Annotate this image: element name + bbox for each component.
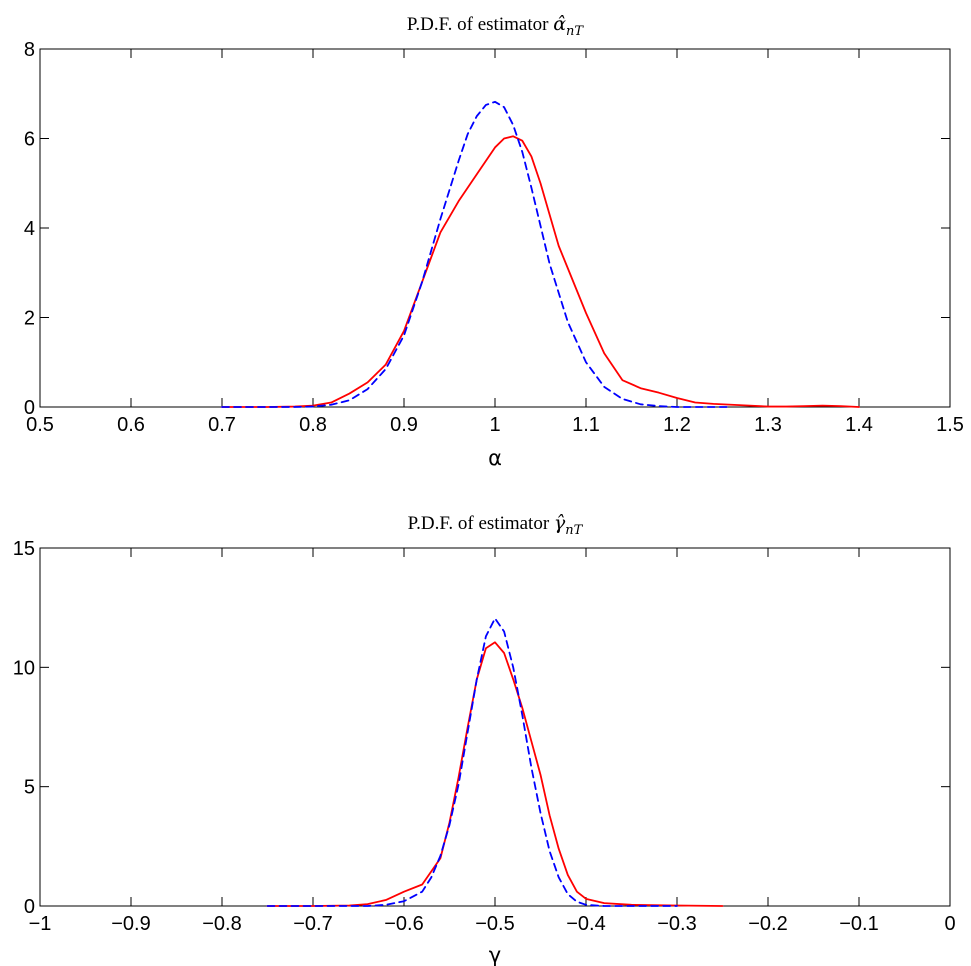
x-ticks: 0.5 0.6 0.7 0.8 0.9 1 1.1 1.2 1.3 1.4 1.5 [26, 49, 964, 436]
x-tick-label: 1.4 [845, 414, 873, 436]
chart-title: P.D.F. of estimator γ̂nT [408, 512, 584, 538]
x-tick-label: −1 [29, 913, 52, 935]
x-tick-label: −0.6 [384, 913, 423, 935]
x-tick-label: 0.5 [26, 414, 54, 436]
series-dashed-line [266, 617, 678, 907]
x-axis-label: γ [489, 943, 501, 966]
series-dashed-line [221, 100, 733, 408]
y-ticks: 0 2 4 6 8 [24, 39, 950, 419]
y-tick-label: 5 [24, 777, 35, 799]
x-tick-label: 0 [944, 913, 955, 935]
x-tick-label: 0.6 [117, 414, 145, 436]
series-solid-line [221, 135, 860, 408]
chart-alpha: P.D.F. of estimator α̂nT 0.5 0.6 0.7 0.8 0.9… [24, 13, 964, 470]
x-tick-label: −0.8 [202, 913, 241, 935]
y-tick-label: 4 [24, 218, 35, 240]
y-tick-label: 10 [13, 657, 35, 679]
x-tick-label: −0.4 [566, 913, 605, 935]
chart-gamma: P.D.F. of estimator γ̂nT −1 −0.9 −0.8 −0.7−… [13, 512, 956, 966]
x-tick-label: −0.5 [475, 913, 514, 935]
series-group [266, 617, 724, 907]
x-tick-label: −0.2 [748, 913, 787, 935]
x-tick-label: −0.9 [111, 913, 150, 935]
y-tick-label: 0 [24, 397, 35, 419]
x-tick-label: 1.5 [936, 414, 964, 436]
x-tick-label: −0.3 [657, 913, 696, 935]
y-tick-label: 8 [24, 39, 35, 61]
x-tick-label: 1.1 [572, 414, 600, 436]
y-ticks: 0 5 10 15 [13, 538, 950, 918]
chart-title: P.D.F. of estimator α̂nT [407, 13, 584, 39]
x-tick-label: −0.1 [839, 913, 878, 935]
x-tick-label: 0.9 [390, 414, 418, 436]
x-tick-label: 1.3 [754, 414, 782, 436]
y-tick-label: 2 [24, 308, 35, 330]
x-tick-label: 0.8 [299, 414, 327, 436]
x-axis-label: α [488, 446, 502, 470]
y-tick-label: 15 [13, 538, 35, 560]
plot-frame [39, 547, 951, 907]
y-tick-label: 0 [24, 896, 35, 918]
series-solid-line [266, 641, 724, 907]
series-group [221, 100, 860, 408]
x-tick-label: 1.2 [663, 414, 691, 436]
x-tick-label: −0.7 [293, 913, 332, 935]
x-tick-label: 0.7 [208, 414, 236, 436]
y-tick-label: 6 [24, 129, 35, 151]
x-tick-label: 1 [489, 414, 500, 436]
x-ticks: −1 −0.9 −0.8 −0.7 −0.6 −0.5 −0.4 −0.3 −0.2 −0.1 0 [29, 548, 956, 935]
